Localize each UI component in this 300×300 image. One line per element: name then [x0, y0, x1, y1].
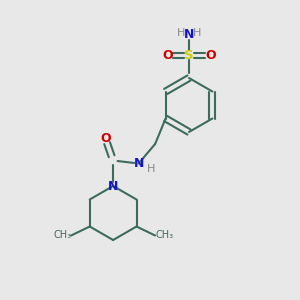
Text: O: O — [205, 49, 216, 62]
Text: CH₃: CH₃ — [53, 230, 71, 241]
Text: O: O — [162, 49, 173, 62]
Text: N: N — [134, 157, 144, 170]
Text: H: H — [147, 164, 155, 174]
Text: N: N — [108, 179, 118, 193]
Text: O: O — [100, 132, 111, 146]
Text: S: S — [184, 49, 194, 62]
Text: H: H — [176, 28, 185, 38]
Text: CH₃: CH₃ — [155, 230, 173, 241]
Text: H: H — [193, 28, 202, 38]
Text: N: N — [184, 28, 194, 41]
